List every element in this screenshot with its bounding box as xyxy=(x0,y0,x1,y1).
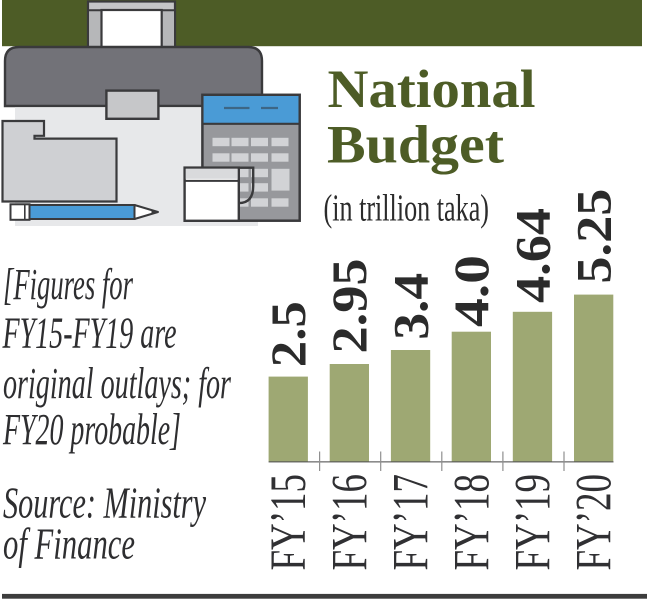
svg-text:(in trillion taka): (in trillion taka) xyxy=(324,188,490,230)
svg-text:FY’19: FY’19 xyxy=(504,474,560,571)
svg-text:FY’18: FY’18 xyxy=(443,474,499,571)
svg-text:of Finance: of Finance xyxy=(3,520,135,569)
svg-text:5.25: 5.25 xyxy=(566,189,622,284)
svg-text:4.64: 4.64 xyxy=(504,208,560,303)
svg-text:FY’20: FY’20 xyxy=(566,474,622,571)
svg-text:original outlays; for: original outlays; for xyxy=(3,359,232,408)
svg-text:4.0: 4.0 xyxy=(443,255,499,327)
svg-text:Source: Ministry: Source: Ministry xyxy=(3,479,206,528)
svg-text:FY’16: FY’16 xyxy=(321,474,377,571)
svg-text:FY15-FY19 are: FY15-FY19 are xyxy=(2,308,177,357)
svg-text:2.95: 2.95 xyxy=(321,259,377,354)
svg-text:National: National xyxy=(328,58,536,119)
svg-text:FY20 probable]: FY20 probable] xyxy=(2,405,181,454)
svg-text:Budget: Budget xyxy=(327,114,504,175)
svg-text:FY’15: FY’15 xyxy=(260,474,316,571)
svg-text:[Figures for: [Figures for xyxy=(3,260,134,309)
svg-text:3.4: 3.4 xyxy=(382,273,438,340)
svg-text:FY’17: FY’17 xyxy=(383,474,439,571)
svg-text:2.5: 2.5 xyxy=(260,301,316,367)
